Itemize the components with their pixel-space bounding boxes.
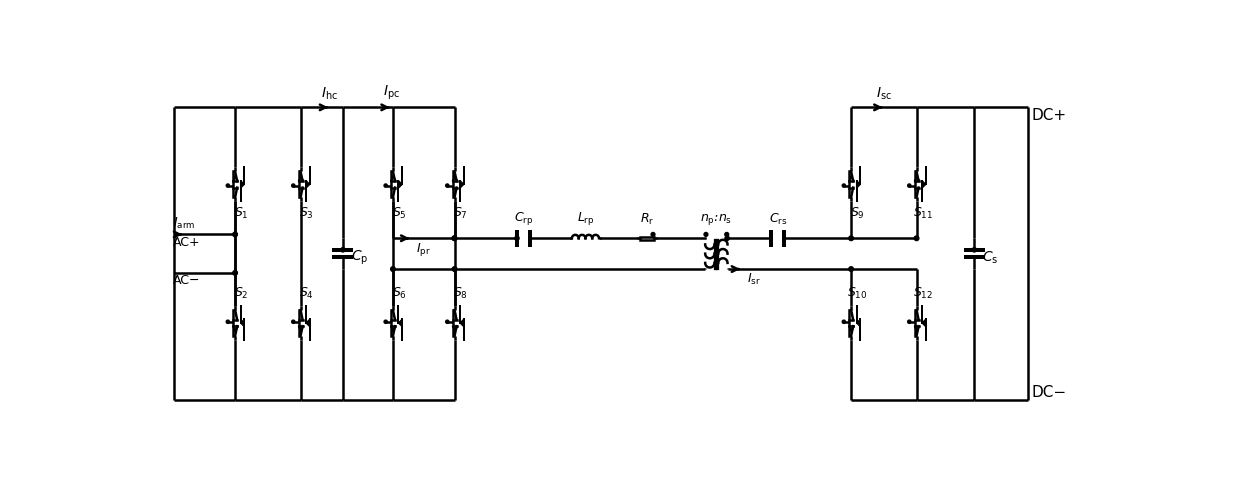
- Circle shape: [233, 232, 237, 237]
- Text: $S_9$: $S_9$: [849, 206, 864, 221]
- Text: $n_{\rm p}$:$n_{\rm s}$: $n_{\rm p}$:$n_{\rm s}$: [701, 212, 733, 227]
- Circle shape: [341, 248, 345, 252]
- Text: $S_1$: $S_1$: [234, 206, 248, 221]
- Circle shape: [453, 267, 456, 272]
- Text: $I_{\rm hc}$: $I_{\rm hc}$: [321, 86, 339, 102]
- Text: AC+: AC+: [172, 236, 201, 249]
- Polygon shape: [923, 181, 926, 188]
- Polygon shape: [857, 181, 861, 188]
- Text: $R_{\rm r}$: $R_{\rm r}$: [640, 212, 655, 227]
- Circle shape: [908, 184, 911, 187]
- Text: $C_{\rm rp}$: $C_{\rm rp}$: [515, 211, 533, 227]
- Circle shape: [972, 248, 976, 252]
- Polygon shape: [398, 319, 402, 327]
- Text: $S_8$: $S_8$: [454, 287, 469, 302]
- Text: DC−: DC−: [1032, 385, 1066, 400]
- Text: $S_3$: $S_3$: [299, 206, 314, 221]
- Polygon shape: [306, 319, 310, 327]
- Text: $S_4$: $S_4$: [299, 287, 314, 302]
- Text: DC+: DC+: [1032, 107, 1066, 122]
- Circle shape: [842, 184, 846, 187]
- Circle shape: [291, 184, 295, 187]
- Bar: [640, 237, 655, 240]
- Polygon shape: [398, 181, 402, 188]
- Circle shape: [291, 320, 295, 323]
- Circle shape: [515, 236, 520, 241]
- Text: $I_{\rm arm}$: $I_{\rm arm}$: [172, 215, 195, 230]
- Text: $C_{\rm p}$: $C_{\rm p}$: [351, 248, 368, 267]
- Text: $S_7$: $S_7$: [454, 206, 469, 221]
- Circle shape: [725, 236, 729, 241]
- Circle shape: [725, 232, 729, 236]
- Circle shape: [849, 267, 853, 272]
- Circle shape: [384, 184, 387, 187]
- Circle shape: [842, 320, 846, 323]
- Circle shape: [445, 184, 449, 187]
- Polygon shape: [241, 181, 244, 188]
- Circle shape: [914, 236, 919, 241]
- Polygon shape: [241, 319, 244, 327]
- Circle shape: [391, 267, 396, 272]
- Polygon shape: [460, 319, 464, 327]
- Text: $C_{\rm s}$: $C_{\rm s}$: [982, 249, 998, 266]
- Text: $S_6$: $S_6$: [392, 287, 407, 302]
- Text: $I_{\rm sr}$: $I_{\rm sr}$: [746, 272, 760, 287]
- Circle shape: [226, 184, 229, 187]
- Circle shape: [453, 236, 456, 241]
- Circle shape: [445, 320, 449, 323]
- Text: $L_{\rm rp}$: $L_{\rm rp}$: [577, 211, 594, 227]
- Circle shape: [849, 236, 853, 241]
- Text: $S_5$: $S_5$: [392, 206, 407, 221]
- Circle shape: [704, 232, 708, 236]
- Text: $I_{\rm pr}$: $I_{\rm pr}$: [417, 242, 430, 258]
- Polygon shape: [460, 181, 464, 188]
- Text: $S_{11}$: $S_{11}$: [913, 206, 932, 221]
- Circle shape: [453, 236, 456, 241]
- Text: $S_2$: $S_2$: [234, 287, 248, 302]
- Text: AC−: AC−: [172, 274, 200, 287]
- Text: $S_{12}$: $S_{12}$: [913, 287, 932, 302]
- Polygon shape: [857, 319, 861, 327]
- Text: $I_{\rm sc}$: $I_{\rm sc}$: [875, 86, 892, 102]
- Circle shape: [384, 320, 387, 323]
- Text: $S_{10}$: $S_{10}$: [847, 287, 868, 302]
- Polygon shape: [923, 319, 926, 327]
- Circle shape: [908, 320, 911, 323]
- Polygon shape: [306, 181, 310, 188]
- Text: $I_{\rm pc}$: $I_{\rm pc}$: [382, 84, 399, 102]
- Circle shape: [226, 320, 229, 323]
- Circle shape: [651, 232, 655, 236]
- Circle shape: [233, 271, 237, 275]
- Text: $C_{\rm rs}$: $C_{\rm rs}$: [769, 212, 787, 227]
